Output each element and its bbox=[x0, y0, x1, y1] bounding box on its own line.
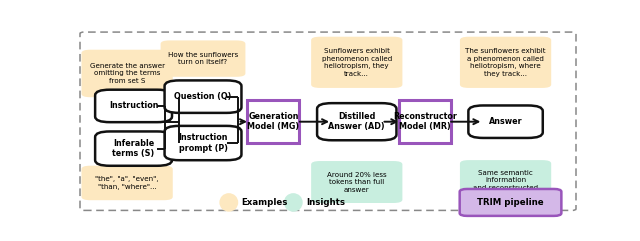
Text: The sunflowers exhibit
a phenomenon called
heliotropism, where
they track...: The sunflowers exhibit a phenomenon call… bbox=[465, 48, 546, 77]
FancyBboxPatch shape bbox=[460, 37, 551, 88]
Text: Generate the answer
omitting the terms
from set S: Generate the answer omitting the terms f… bbox=[90, 63, 164, 84]
FancyBboxPatch shape bbox=[399, 100, 451, 143]
Text: Reconstructor
Model (MR): Reconstructor Model (MR) bbox=[393, 112, 457, 131]
FancyBboxPatch shape bbox=[81, 50, 173, 97]
Text: "the", "a", "even",
"than, "where"...: "the", "a", "even", "than, "where"... bbox=[95, 176, 159, 190]
Text: Same semantic
information
and reconstructed
gramatical structure: Same semantic information and reconstruc… bbox=[469, 170, 542, 198]
Text: Insights: Insights bbox=[306, 198, 345, 207]
Text: Sunflowers exhibit
phenomenon called
heliotropism, they
track...: Sunflowers exhibit phenomenon called hel… bbox=[322, 48, 392, 77]
Text: Question (Q): Question (Q) bbox=[174, 92, 232, 101]
FancyBboxPatch shape bbox=[164, 126, 241, 160]
FancyBboxPatch shape bbox=[311, 161, 403, 203]
Text: Instruction
prompt (P): Instruction prompt (P) bbox=[179, 133, 228, 153]
FancyBboxPatch shape bbox=[95, 90, 172, 122]
FancyBboxPatch shape bbox=[161, 40, 245, 77]
Text: Examples: Examples bbox=[242, 198, 288, 207]
Text: Distilled
Answer (AD): Distilled Answer (AD) bbox=[328, 112, 385, 131]
FancyBboxPatch shape bbox=[460, 189, 561, 216]
Text: Answer: Answer bbox=[489, 117, 522, 126]
Text: Around 20% less
tokens than full
answer: Around 20% less tokens than full answer bbox=[327, 172, 387, 193]
FancyBboxPatch shape bbox=[248, 100, 300, 143]
Ellipse shape bbox=[220, 193, 238, 212]
FancyBboxPatch shape bbox=[81, 166, 173, 200]
FancyBboxPatch shape bbox=[460, 160, 551, 208]
Text: Generation
Model (MG): Generation Model (MG) bbox=[248, 112, 300, 131]
FancyBboxPatch shape bbox=[468, 106, 543, 138]
FancyBboxPatch shape bbox=[95, 131, 172, 166]
FancyBboxPatch shape bbox=[164, 80, 241, 113]
Text: TRIM pipeline: TRIM pipeline bbox=[477, 198, 544, 207]
Text: Instruction: Instruction bbox=[109, 101, 158, 110]
FancyBboxPatch shape bbox=[311, 37, 403, 88]
Text: Inferable
terms (S): Inferable terms (S) bbox=[113, 139, 155, 158]
Ellipse shape bbox=[284, 193, 303, 212]
Text: How the sunflowers
turn on itself?: How the sunflowers turn on itself? bbox=[168, 52, 238, 65]
FancyBboxPatch shape bbox=[317, 103, 396, 140]
